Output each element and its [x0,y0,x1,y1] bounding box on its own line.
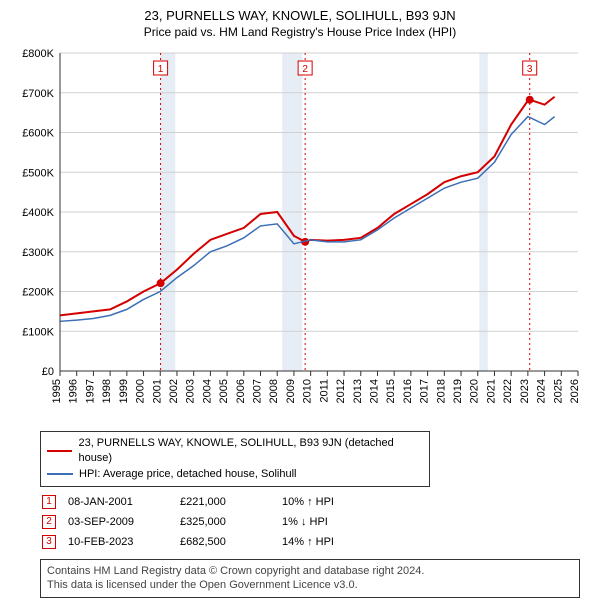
sale-marker: 3 [42,535,56,549]
svg-text:£700K: £700K [22,88,54,100]
svg-text:2017: 2017 [419,379,431,403]
chart-area: £0 £100K £200K £300K £400K £500K £600K £700K £80… [12,45,588,425]
svg-text:2012: 2012 [335,379,347,403]
svg-text:1995: 1995 [51,379,63,403]
svg-text:2024: 2024 [536,379,548,403]
legend-label: HPI: Average price, detached house, Soli… [79,467,297,482]
sale-marker: 1 [42,495,56,509]
svg-text:£0: £0 [42,366,54,378]
svg-text:2007: 2007 [252,379,264,403]
legend-item: 23, PURNELLS WAY, KNOWLE, SOLIHULL, B93 … [47,436,423,467]
sale-price: £325,000 [180,513,280,531]
svg-text:2023: 2023 [519,379,531,403]
svg-text:1: 1 [158,64,164,75]
svg-text:2016: 2016 [402,379,414,403]
svg-text:2: 2 [302,64,308,75]
sale-marker: 2 [42,515,56,529]
svg-text:2001: 2001 [151,379,163,403]
chart-title: 23, PURNELLS WAY, KNOWLE, SOLIHULL, B93 … [12,8,588,23]
svg-text:2026: 2026 [569,379,581,403]
svg-text:2013: 2013 [352,379,364,403]
sale-date: 03-SEP-2009 [68,513,178,531]
sales-table: 1 08-JAN-2001£221,00010% ↑ HPI 2 03-SEP-200… [40,491,346,553]
svg-text:2015: 2015 [385,379,397,403]
svg-text:£800K: £800K [22,48,54,60]
attribution-line: Contains HM Land Registry data © Crown c… [47,564,573,578]
svg-text:2002: 2002 [168,379,180,403]
svg-text:2019: 2019 [452,379,464,403]
sale-delta: 10% ↑ HPI [282,493,344,511]
sales-row: 3 10-FEB-2023£682,50014% ↑ HPI [42,533,344,551]
svg-text:£400K: £400K [22,207,54,219]
svg-text:£200K: £200K [22,287,54,299]
sale-price: £221,000 [180,493,280,511]
svg-text:3: 3 [527,64,533,75]
sale-price: £682,500 [180,533,280,551]
svg-text:£100K: £100K [22,326,54,338]
data-attribution: Contains HM Land Registry data © Crown c… [40,559,580,598]
legend: 23, PURNELLS WAY, KNOWLE, SOLIHULL, B93 … [40,431,430,487]
svg-text:£600K: £600K [22,128,54,140]
sales-row: 2 03-SEP-2009£325,0001% ↓ HPI [42,513,344,531]
line-chart: £0 £100K £200K £300K £400K £500K £600K £700K £80… [12,45,588,425]
legend-label: 23, PURNELLS WAY, KNOWLE, SOLIHULL, B93 … [78,436,423,467]
svg-text:2018: 2018 [435,379,447,403]
svg-text:2000: 2000 [135,379,147,403]
svg-text:1998: 1998 [101,379,113,403]
svg-text:2025: 2025 [552,379,564,403]
legend-item: HPI: Average price, detached house, Soli… [47,467,423,482]
svg-text:2010: 2010 [302,379,314,403]
attribution-line: This data is licensed under the Open Gov… [47,578,573,592]
legend-swatch [47,450,72,452]
svg-text:2009: 2009 [285,379,297,403]
legend-swatch [47,473,73,475]
sale-delta: 1% ↓ HPI [282,513,344,531]
svg-text:2006: 2006 [235,379,247,403]
svg-text:2022: 2022 [502,379,514,403]
svg-text:2021: 2021 [485,379,497,403]
svg-text:2014: 2014 [368,379,380,403]
svg-text:2011: 2011 [318,379,330,403]
svg-text:2020: 2020 [469,379,481,403]
svg-text:£300K: £300K [22,247,54,259]
sale-date: 10-FEB-2023 [68,533,178,551]
svg-text:1999: 1999 [118,379,130,403]
chart-subtitle: Price paid vs. HM Land Registry's House … [12,25,588,39]
svg-text:2003: 2003 [185,379,197,403]
sale-delta: 14% ↑ HPI [282,533,344,551]
svg-text:2005: 2005 [218,379,230,403]
svg-text:2008: 2008 [268,379,280,403]
sales-row: 1 08-JAN-2001£221,00010% ↑ HPI [42,493,344,511]
sale-date: 08-JAN-2001 [68,493,178,511]
svg-text:1997: 1997 [84,379,96,403]
svg-text:2004: 2004 [201,379,213,403]
svg-text:1996: 1996 [68,379,80,403]
svg-text:£500K: £500K [22,167,54,179]
